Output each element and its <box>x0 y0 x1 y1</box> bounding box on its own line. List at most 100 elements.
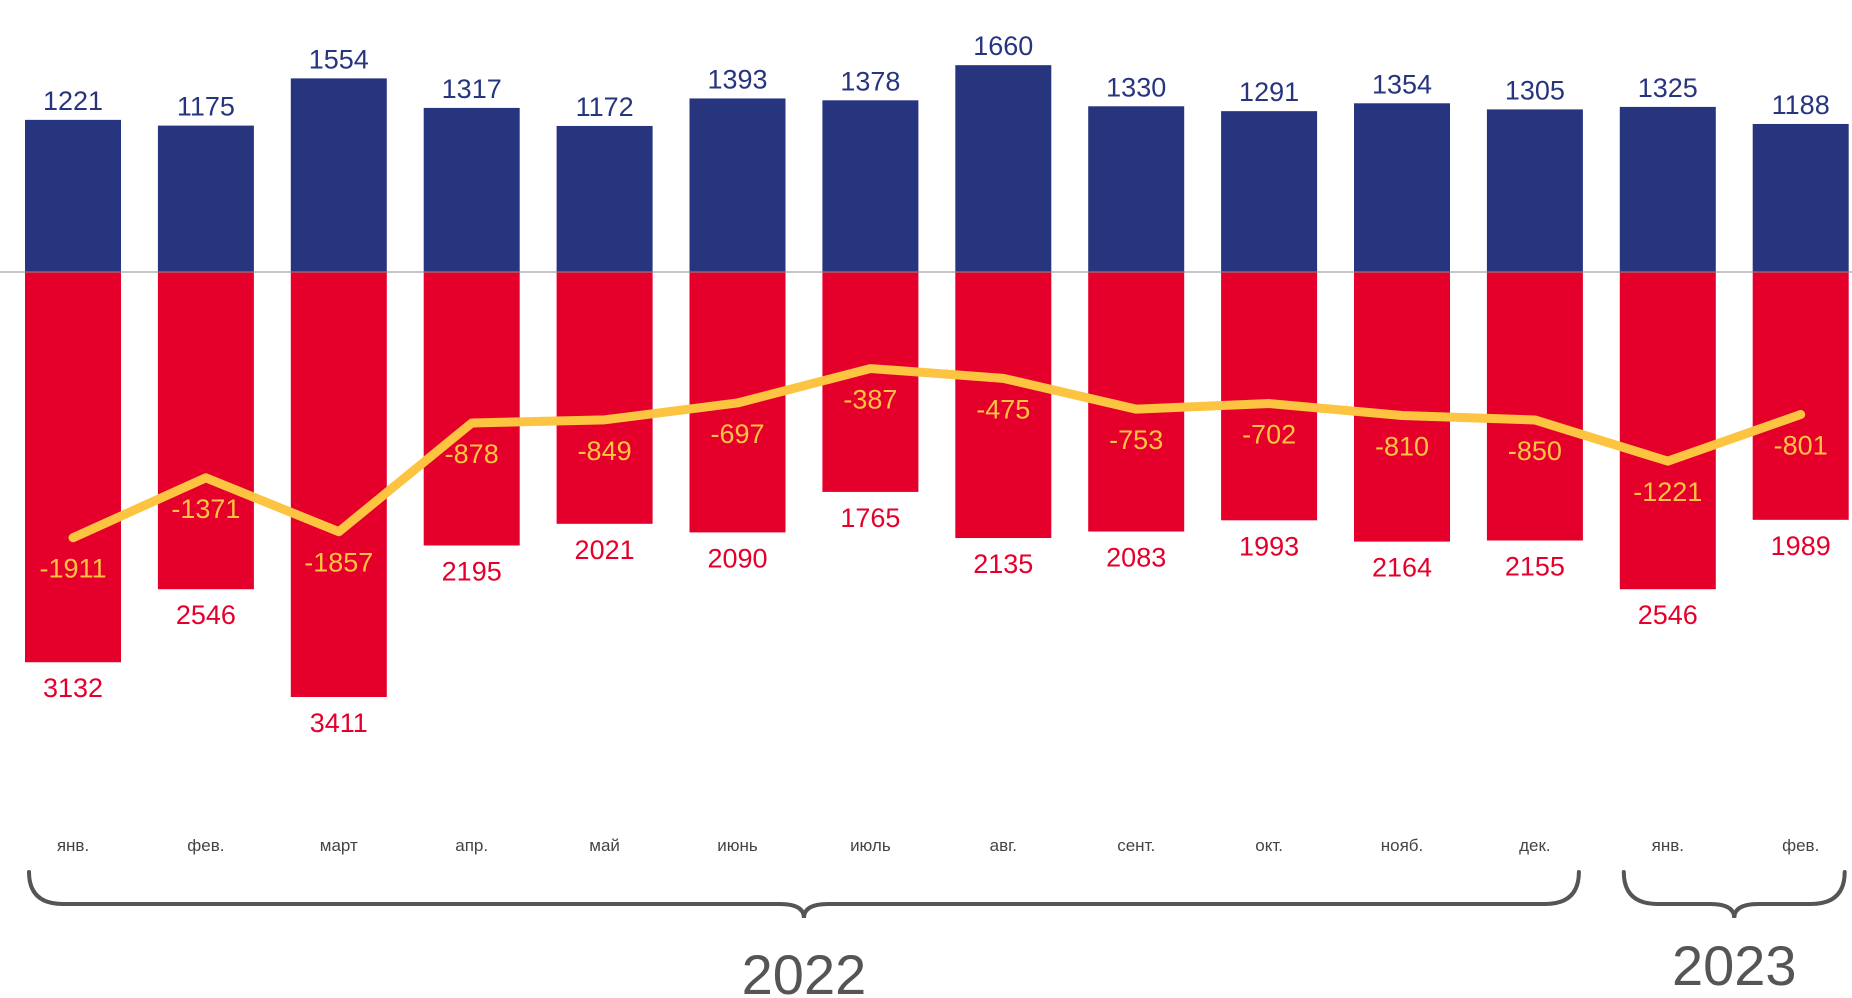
bar-down-label: 2546 <box>176 600 236 630</box>
bar-up-label: 1393 <box>707 64 767 94</box>
line-point <box>469 421 474 426</box>
line-value-label: -801 <box>1774 431 1828 461</box>
bar-up <box>556 125 653 272</box>
line-point <box>868 366 873 371</box>
bar-down-label: 3132 <box>43 673 103 703</box>
year-label: 2023 <box>1672 934 1797 997</box>
year-brace <box>1621 870 1847 919</box>
line-value-label: -1911 <box>39 554 106 584</box>
labels-layer: 1221 3132 1175 2546 1554 3411 1317 2195 1172 2021… <box>39 31 1830 738</box>
bar-up <box>1221 111 1318 272</box>
bar-down-label: 2083 <box>1106 543 1166 573</box>
line-point <box>71 535 75 540</box>
bar-down-label: 2155 <box>1505 552 1565 582</box>
category-label: фев. <box>187 836 224 855</box>
bar-down <box>290 272 387 697</box>
category-label: июль <box>850 836 891 855</box>
bar-up <box>689 98 786 273</box>
bar-down <box>1354 272 1450 542</box>
bar-down <box>1486 272 1583 541</box>
bar-down <box>423 272 520 546</box>
category-label: янв. <box>1652 836 1684 855</box>
line-point <box>1665 459 1670 464</box>
line-layer <box>68 364 1806 543</box>
bar-down-label: 1989 <box>1771 531 1831 561</box>
bar-down-label: 2164 <box>1372 553 1432 583</box>
category-label: май <box>589 836 620 855</box>
bar-up <box>1752 123 1849 273</box>
bar-up <box>25 119 121 273</box>
bar-up-label: 1378 <box>840 66 900 96</box>
bar-up <box>1354 103 1450 272</box>
category-label: фев. <box>1782 836 1819 855</box>
line-point <box>1001 376 1006 381</box>
line-value-label: -475 <box>976 394 1030 424</box>
line-value-label: -387 <box>843 385 897 415</box>
bar-up <box>423 107 520 273</box>
line-point <box>1400 413 1404 418</box>
line-value-label: -702 <box>1242 420 1296 450</box>
bar-down-label: 2021 <box>575 535 635 565</box>
bar-down <box>955 272 1052 539</box>
line-point <box>1798 412 1803 417</box>
year-brace <box>27 870 1581 919</box>
bar-up-label: 1554 <box>309 44 369 74</box>
bar-down-label: 1765 <box>840 503 900 533</box>
bars-up-layer <box>25 65 1849 273</box>
category-label: авг. <box>990 836 1017 855</box>
line-value-label: -753 <box>1109 425 1163 455</box>
year-groups: 2022 2023 <box>27 870 1847 998</box>
line-value-label: -1857 <box>304 548 373 578</box>
bar-up-label: 1172 <box>576 92 634 122</box>
line-value-label: -810 <box>1375 432 1429 462</box>
bar-up <box>1088 106 1185 272</box>
category-label: сент. <box>1117 836 1155 855</box>
line-point <box>1134 407 1139 412</box>
bar-down-label: 3411 <box>310 708 368 738</box>
category-label: июнь <box>717 836 758 855</box>
year-label: 2022 <box>742 943 867 998</box>
bar-up-label: 1291 <box>1239 77 1299 107</box>
bar-down <box>556 272 653 524</box>
bar-up-label: 1317 <box>442 74 502 104</box>
bar-down <box>1619 272 1716 590</box>
line-value-label: -1221 <box>1633 477 1702 507</box>
line-point <box>602 417 607 422</box>
line-series <box>68 364 1806 543</box>
bar-up <box>822 100 919 272</box>
line-value-label: -878 <box>445 439 499 469</box>
bar-down-label: 2546 <box>1638 600 1698 630</box>
bar-up <box>955 65 1052 272</box>
bar-up-label: 1325 <box>1638 73 1698 103</box>
line-point <box>1267 401 1272 406</box>
bar-down <box>1221 272 1318 521</box>
bar-up <box>1486 109 1583 272</box>
category-label: март <box>320 836 358 855</box>
category-label: нояб. <box>1381 836 1424 855</box>
category-label: янв. <box>57 836 89 855</box>
bar-down-label: 2195 <box>442 556 502 586</box>
line-value-label: -1371 <box>171 494 240 524</box>
line-point <box>203 475 208 480</box>
line-value-label: -697 <box>710 419 764 449</box>
bar-up-label: 1221 <box>43 86 103 116</box>
bar-down-label: 2135 <box>973 549 1033 579</box>
line-point <box>1532 417 1537 422</box>
category-label: окт. <box>1255 836 1283 855</box>
bar-up-label: 1188 <box>1772 90 1830 120</box>
bar-down-label: 1993 <box>1239 531 1299 561</box>
line-value-label: -849 <box>578 436 632 466</box>
bar-up <box>290 78 387 272</box>
category-axis: янв. фев. март апр. май июнь июль авг. сент. окт.… <box>57 836 1819 855</box>
bar-up-label: 1354 <box>1372 69 1432 99</box>
bar-up-label: 1660 <box>973 31 1033 61</box>
bar-up-label: 1305 <box>1505 75 1565 105</box>
bar-up-label: 1330 <box>1106 72 1166 102</box>
category-label: дек. <box>1519 836 1551 855</box>
bar-down <box>1752 272 1849 520</box>
bar-down <box>822 272 919 492</box>
bar-up <box>157 125 254 272</box>
bar-down <box>25 272 121 663</box>
bar-up <box>1619 106 1716 272</box>
